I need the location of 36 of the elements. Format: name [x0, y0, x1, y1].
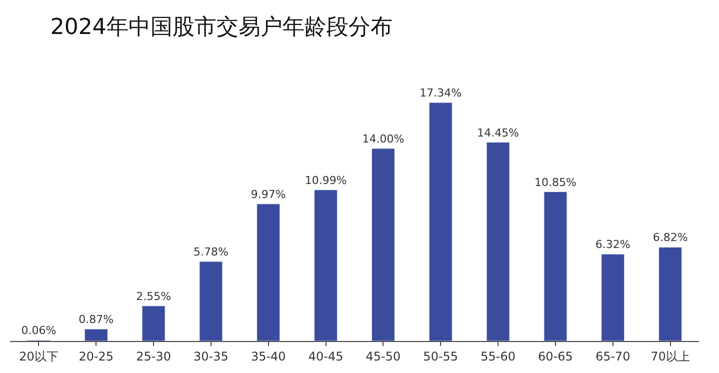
bar [84, 328, 108, 341]
bar [486, 142, 510, 341]
data-label: 0.06% [21, 324, 56, 338]
data-label: 14.45% [477, 126, 520, 140]
data-label: 5.78% [193, 246, 228, 259]
data-label: 10.85% [534, 176, 576, 189]
bar [601, 254, 625, 341]
x-tick-label: 30-35 [194, 349, 228, 364]
data-label: 0.87% [78, 313, 114, 326]
x-tick-label: 55-60 [480, 349, 516, 364]
bar [256, 204, 280, 341]
bar [428, 102, 452, 341]
data-label: 10.99% [304, 174, 347, 187]
data-label: 14.00% [362, 132, 404, 146]
bar [142, 306, 166, 341]
x-tick-label: 20以下 [19, 349, 58, 364]
bar [658, 246, 682, 341]
x-tick-label: 60-65 [538, 349, 573, 364]
bar [199, 261, 223, 341]
data-label: 17.34% [420, 86, 462, 100]
x-tick-label: 40-45 [308, 349, 344, 364]
data-label: 6.32% [595, 238, 630, 252]
chart-title: 2024年中国股市交易户年龄段分布 [50, 15, 392, 40]
x-tick-label: 45-50 [366, 349, 401, 364]
data-label: 2.55% [136, 290, 172, 303]
data-label: 6.82% [652, 231, 688, 244]
data-label: 9.97% [250, 188, 286, 201]
bar [314, 190, 338, 341]
x-tick-label: 25-30 [136, 349, 171, 364]
x-tick-label: 50-55 [423, 349, 458, 364]
bar [371, 148, 395, 341]
x-tick-label: 70以上 [650, 349, 690, 364]
bar [544, 192, 568, 341]
x-tick-label: 35-40 [250, 349, 286, 364]
x-tick-label: 65-70 [595, 349, 630, 364]
x-tick-label: 20-25 [78, 349, 114, 364]
